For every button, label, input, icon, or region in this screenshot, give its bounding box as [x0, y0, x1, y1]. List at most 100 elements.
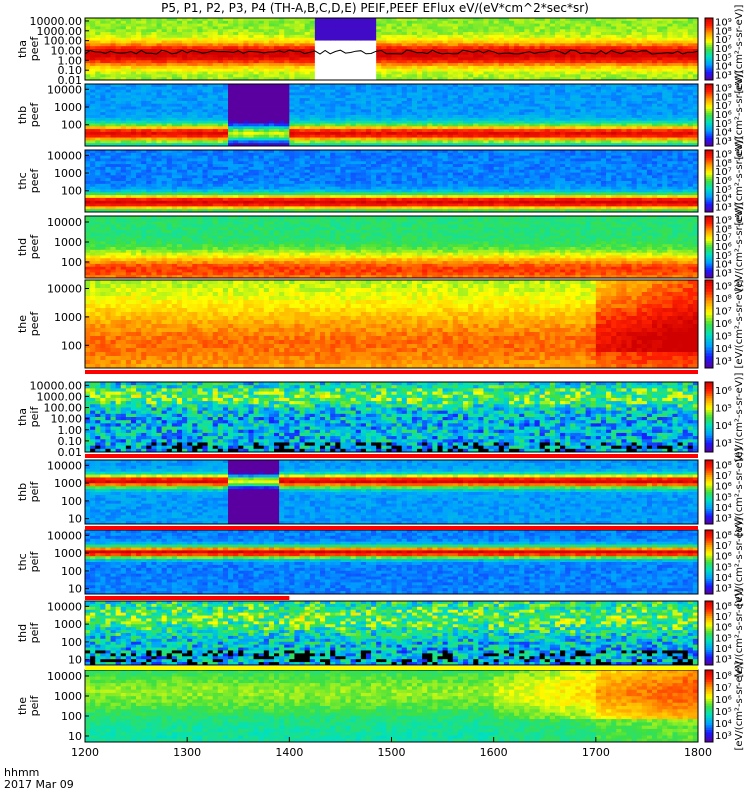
heatmap-cell: [565, 38, 571, 41]
heatmap-cell: [177, 38, 183, 41]
heatmap-cell: [310, 38, 316, 41]
heatmap-cell: [310, 135, 316, 138]
heatmap-cell: [300, 107, 306, 110]
heatmap-cell: [208, 92, 214, 95]
heatmap-cell: [366, 129, 372, 132]
heatmap-cell: [300, 69, 306, 72]
heatmap-cell: [182, 95, 188, 98]
heatmap-cell: [371, 92, 377, 95]
heatmap-cell: [545, 72, 551, 75]
heatmap-cell: [565, 66, 571, 69]
heatmap-cell: [463, 104, 469, 107]
heatmap-cell: [504, 29, 510, 32]
heatmap-cell: [565, 132, 571, 135]
heatmap-cell: [269, 43, 275, 46]
heatmap-cell: [443, 140, 449, 143]
heatmap-cell: [340, 115, 346, 118]
heatmap-cell: [545, 121, 551, 124]
heatmap-cell: [601, 123, 607, 126]
heatmap-cell: [177, 90, 183, 93]
heatmap-cell: [606, 35, 612, 38]
heatmap-cell: [432, 43, 438, 46]
heatmap-cell: [284, 123, 290, 126]
heatmap-cell: [330, 41, 336, 44]
heatmap-cell: [683, 63, 689, 66]
heatmap-cell: [289, 98, 295, 101]
heatmap-cell: [524, 123, 530, 126]
heatmap-cell: [335, 26, 341, 29]
heatmap-cell: [611, 29, 617, 32]
heatmap-cell: [601, 135, 607, 138]
heatmap-cell: [111, 60, 117, 63]
heatmap-cell: [371, 26, 377, 29]
heatmap-cell: [289, 26, 295, 29]
heatmap-cell: [524, 109, 530, 112]
heatmap-cell: [264, 46, 270, 49]
heatmap-cell: [305, 115, 311, 118]
heatmap-cell: [504, 66, 510, 69]
heatmap-cell: [121, 74, 127, 77]
heatmap-cell: [402, 129, 408, 132]
heatmap-cell: [269, 107, 275, 110]
heatmap-cell: [473, 41, 479, 44]
heatmap-cell: [208, 107, 214, 110]
heatmap-cell: [192, 63, 198, 66]
heatmap-cell: [453, 140, 459, 143]
heatmap-cell: [248, 24, 254, 27]
heatmap-cell: [157, 121, 163, 124]
heatmap-cell: [294, 72, 300, 75]
heatmap-cell: [187, 57, 193, 60]
heatmap-cell: [151, 60, 157, 63]
heatmap-cell: [330, 135, 336, 138]
heatmap-cell: [540, 123, 546, 126]
heatmap-cell: [105, 46, 111, 49]
heatmap-cell: [121, 32, 127, 35]
heatmap-cell: [667, 63, 673, 66]
heatmap-cell: [131, 90, 137, 93]
heatmap-cell: [514, 87, 520, 90]
heatmap-cell: [136, 87, 142, 90]
heatmap-cell: [238, 29, 244, 32]
heatmap-cell: [672, 74, 678, 77]
heatmap-cell: [392, 46, 398, 49]
heatmap-cell: [126, 66, 132, 69]
heatmap-cell: [233, 60, 239, 63]
heatmap-cell: [621, 29, 627, 32]
heatmap-cell: [463, 35, 469, 38]
heatmap-cell: [489, 98, 495, 101]
heatmap-cell: [116, 95, 122, 98]
heatmap-cell: [565, 107, 571, 110]
heatmap-cell: [453, 43, 459, 46]
heatmap-cell: [141, 66, 147, 69]
heatmap-cell: [116, 49, 122, 52]
heatmap-cell: [519, 26, 525, 29]
heatmap-cell: [437, 115, 443, 118]
heatmap-cell: [422, 35, 428, 38]
heatmap-cell: [320, 35, 326, 38]
heatmap-cell: [560, 140, 566, 143]
heatmap-cell: [243, 21, 249, 24]
heatmap-cell: [335, 74, 341, 77]
heatmap-cell: [412, 32, 418, 35]
heatmap-cell: [463, 115, 469, 118]
heatmap-cell: [529, 72, 535, 75]
heatmap-cell: [218, 90, 224, 93]
heatmap-cell: [417, 112, 423, 115]
heatmap-cell: [381, 140, 387, 143]
heatmap-cell: [586, 90, 592, 93]
heatmap-cell: [146, 74, 152, 77]
heatmap-cell: [540, 101, 546, 104]
heatmap-cell: [202, 121, 208, 124]
heatmap-cell: [555, 24, 561, 27]
heatmap-cell: [233, 132, 239, 135]
heatmap-cell: [223, 123, 229, 126]
heatmap-cell: [499, 121, 505, 124]
heatmap-cell: [473, 72, 479, 75]
heatmap-cell: [683, 55, 689, 58]
heatmap-cell: [356, 74, 362, 77]
heatmap-cell: [248, 123, 254, 126]
heatmap-cell: [514, 118, 520, 121]
heatmap-cell: [422, 92, 428, 95]
heatmap-cell: [672, 26, 678, 29]
heatmap-cell: [443, 66, 449, 69]
